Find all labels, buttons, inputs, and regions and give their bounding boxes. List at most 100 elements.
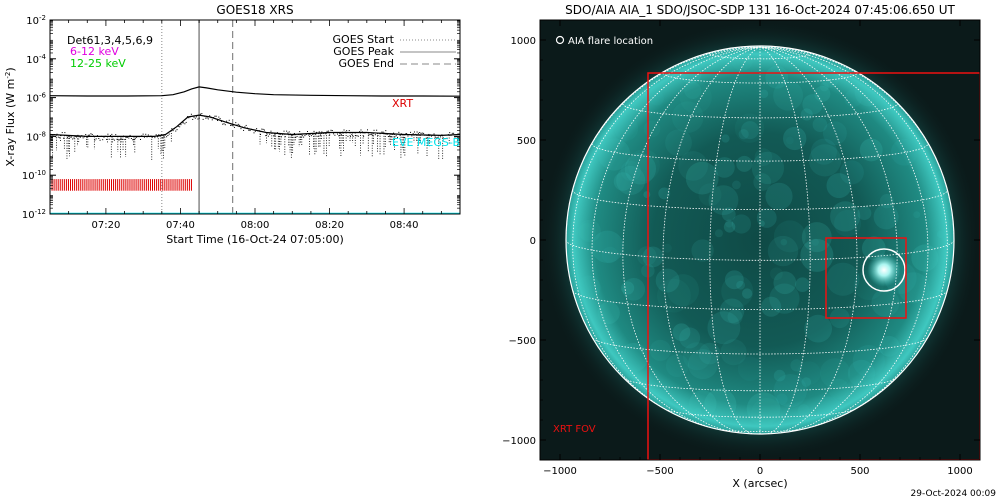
y-tick-label: 10-4 — [26, 53, 46, 66]
disk-mottle — [637, 246, 657, 266]
goes-noise-point — [350, 135, 352, 137]
disk-mottle — [723, 221, 736, 233]
disk-mottle — [796, 361, 821, 386]
goes-noise-point — [236, 124, 238, 126]
goes-noise-point — [209, 115, 211, 117]
latitude-line — [592, 337, 928, 355]
goes-noise-point — [291, 135, 293, 137]
x-tick-label: 08:20 — [315, 220, 344, 231]
goes-noise-point — [213, 117, 215, 119]
goes-noise-point — [138, 136, 140, 138]
disk-mottle — [643, 120, 661, 138]
disk-mottle — [620, 160, 642, 182]
disk-mottle — [822, 121, 847, 146]
disk-mottle — [936, 230, 945, 239]
disk-mottle — [687, 349, 718, 380]
disk-mottle — [786, 136, 794, 145]
goes-noise-point — [146, 136, 148, 138]
goes-noise-point — [353, 132, 355, 134]
band2-label: 12-25 keV — [70, 57, 126, 70]
goes-noise-point — [126, 136, 128, 138]
goes-noise-point — [312, 133, 314, 135]
x-tick-label: 08:00 — [241, 220, 270, 231]
goes-noise-point — [108, 138, 110, 140]
xrt-fov-label: XRT FOV — [553, 424, 596, 435]
disk-mottle — [758, 220, 765, 227]
goes-noise-point — [219, 117, 221, 119]
disk-mottle — [731, 49, 753, 72]
longitude-line — [759, 46, 948, 419]
goes-noise-point — [424, 134, 426, 136]
aia-y-tick-label: −1000 — [502, 436, 536, 447]
goes-noise-point — [428, 133, 430, 135]
goes-noise-point — [288, 131, 290, 133]
goes-noise-point — [412, 133, 414, 135]
aia-image-area — [540, 20, 980, 460]
goes-noise-point — [63, 137, 65, 139]
band1-label: 6-12 keV — [70, 45, 119, 58]
disk-mottle — [732, 180, 741, 190]
goes-noise-point — [82, 137, 84, 139]
disk-mottle — [773, 80, 804, 111]
goes-noise-point — [293, 132, 295, 134]
goes-noise-point — [143, 136, 145, 138]
disk-mottle — [880, 109, 890, 118]
disk-mottle — [761, 296, 782, 317]
disk-mottle — [828, 378, 849, 400]
disk-mottle — [876, 346, 884, 354]
goes-noise-point — [150, 135, 152, 137]
goes-noise-point — [240, 128, 242, 130]
goes-noise-point — [206, 117, 208, 119]
disk-mottle — [814, 85, 831, 102]
goes-noise-point — [164, 134, 166, 136]
goes-noise-point — [260, 133, 262, 135]
goes-noise-point — [378, 132, 380, 134]
goes-noise-point — [151, 136, 153, 138]
goes-noise-point — [356, 135, 358, 137]
goes-noise-point — [420, 132, 422, 134]
eve-label: EVE MEGS-B — [392, 136, 460, 149]
goes-noise-point — [91, 133, 93, 135]
goes-noise-point — [301, 135, 303, 137]
goes-noise-point — [300, 136, 302, 138]
goes-noise-point — [425, 137, 427, 139]
flare-legend: AIA flare location — [555, 35, 653, 47]
disk-mottle — [759, 89, 769, 99]
goes-noise-point — [406, 133, 408, 135]
goes-noise-point — [198, 117, 200, 119]
goes-noise-point — [160, 134, 162, 136]
goes-noise-point — [381, 131, 383, 133]
goes-noise-point — [437, 136, 439, 138]
disk-mottle — [830, 201, 861, 232]
disk-mottle — [724, 270, 744, 290]
goes-noise-point — [53, 134, 55, 136]
goes-noise-point — [275, 132, 277, 134]
longitude-line — [566, 46, 761, 241]
goes-noise-point — [239, 124, 241, 126]
disk-mottle — [753, 173, 772, 191]
goes-noise — [50, 113, 460, 162]
disk-mottle — [662, 243, 672, 253]
disk-mottle — [826, 262, 860, 296]
goes-noise-point — [123, 135, 125, 137]
det-label: Det61,3,4,5,6,9 — [67, 34, 153, 47]
disk-mottle — [665, 129, 692, 157]
goes-noise-point — [232, 125, 234, 127]
goes-noise-point — [119, 139, 121, 141]
legend-start-label: GOES Start — [333, 33, 395, 46]
goes-noise-point — [83, 136, 85, 138]
goes-noise-point — [250, 128, 252, 130]
goes-noise-point — [128, 137, 130, 139]
longitude-line — [759, 46, 898, 434]
goes-noise-point — [338, 135, 340, 137]
goes-noise-point — [99, 139, 101, 141]
goes-noise-point — [317, 135, 319, 137]
goes-noise-point — [282, 134, 284, 136]
goes-noise-point — [446, 137, 448, 139]
goes-noise-point — [368, 134, 370, 136]
disk-mottle — [859, 138, 883, 162]
goes-noise-point — [266, 133, 268, 135]
goes-noise-point — [89, 134, 91, 136]
goes-noise-point — [325, 133, 327, 135]
goes-noise-point — [329, 134, 331, 136]
